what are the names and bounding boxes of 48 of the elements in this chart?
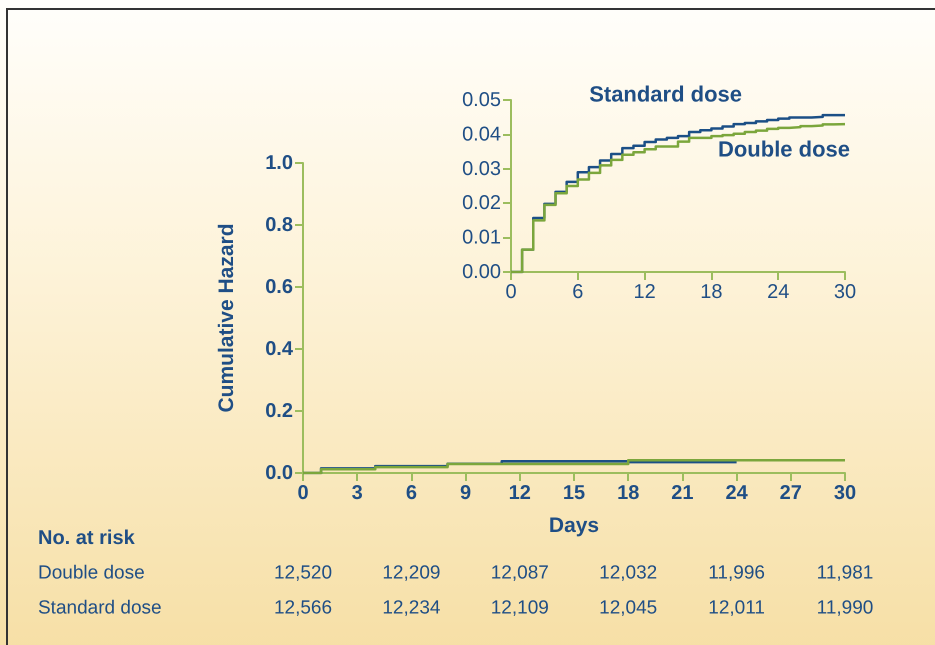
- x-tick-label: 24: [767, 281, 790, 303]
- text: 11,996: [708, 562, 765, 584]
- text: 11,990: [816, 598, 874, 618]
- text: 12,087: [490, 562, 549, 584]
- y-tick-label: 1.0: [265, 152, 293, 174]
- y-tick-label: 0.8: [265, 214, 293, 236]
- y-tick-label: 0.2: [265, 400, 293, 422]
- y-axis-title: Cumulative Hazard: [215, 223, 238, 413]
- x-tick-label: 12: [508, 482, 531, 504]
- text: 11,981: [816, 562, 874, 584]
- x-tick-label: 21: [671, 482, 694, 504]
- y-tick-label: 0.02: [462, 192, 501, 214]
- x-tick-label: 30: [834, 482, 856, 504]
- x-tick-label: 27: [780, 482, 802, 504]
- text: 12,011: [708, 598, 765, 618]
- text: Double dose: [38, 562, 145, 584]
- y-tick-label: 0.01: [462, 226, 501, 249]
- text: 12,032: [599, 562, 658, 584]
- text: 12,520: [274, 562, 332, 584]
- y-tick-label: 0.00: [462, 261, 501, 283]
- x-tick-label: 15: [562, 482, 586, 504]
- y-tick-label: 0.05: [462, 89, 501, 111]
- x-tick-label: 12: [633, 281, 656, 303]
- x-axis-title: Days: [548, 514, 600, 537]
- text: Standard dose: [38, 598, 162, 618]
- x-tick-label: 18: [700, 281, 723, 303]
- x-tick-label: 30: [834, 281, 856, 303]
- x-tick-label: 24: [725, 482, 749, 504]
- text: 12,109: [490, 598, 549, 618]
- x-tick-label: 3: [352, 482, 363, 504]
- text: 12,234: [382, 598, 441, 618]
- text: 12,209: [382, 562, 440, 584]
- y-tick-label: 0.0: [265, 462, 293, 484]
- x-tick-label: 0: [505, 281, 517, 303]
- text: 12,566: [274, 598, 332, 618]
- text: No. at risk: [38, 527, 136, 549]
- x-tick-label: 18: [617, 482, 640, 504]
- x-tick-label: 0: [297, 482, 309, 504]
- x-tick-label: 6: [406, 482, 417, 504]
- x-tick-label: 9: [460, 482, 472, 504]
- series-label: Standard dose: [589, 82, 742, 107]
- y-tick-label: 0.4: [265, 338, 294, 360]
- x-tick-label: 6: [572, 281, 584, 303]
- y-tick-label: 0.6: [265, 276, 293, 298]
- y-tick-label: 0.04: [462, 123, 501, 146]
- series-label: Double dose: [718, 136, 850, 162]
- text: 12,045: [599, 598, 658, 618]
- y-tick-label: 0.03: [462, 158, 501, 180]
